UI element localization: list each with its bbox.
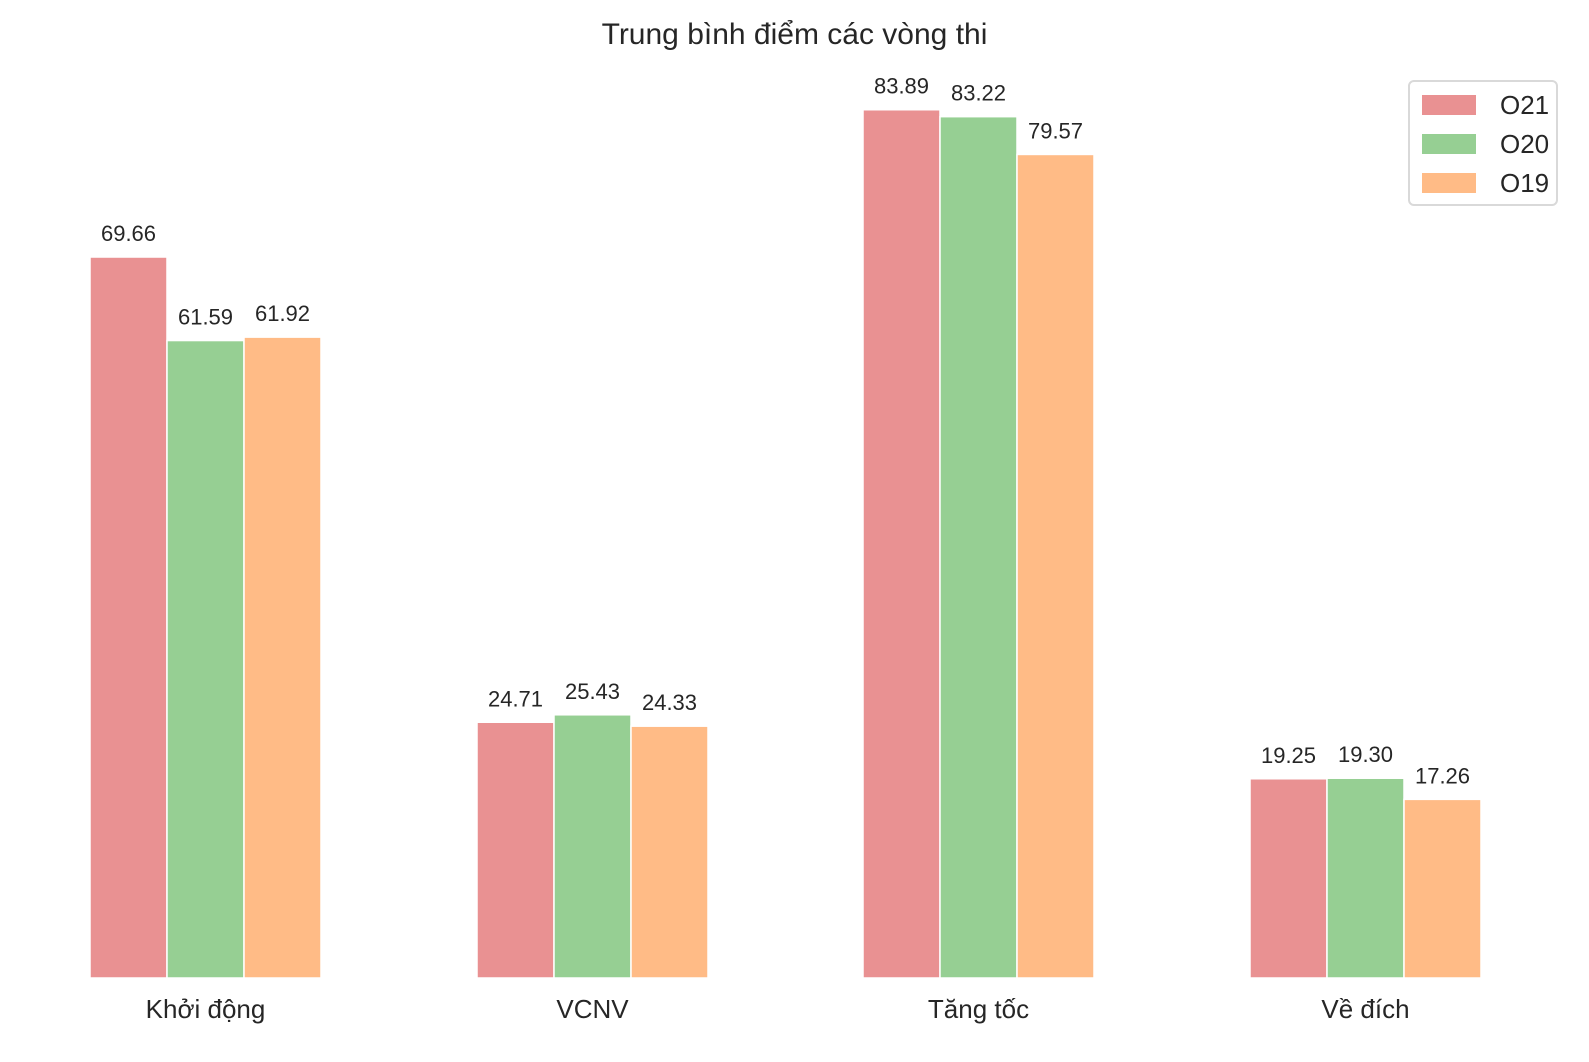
legend-item-o21: O21 — [1422, 90, 1549, 120]
data-label-o20-ve-dich: 19.30 — [1338, 742, 1393, 767]
data-label-o20-tang-toc: 83.22 — [951, 81, 1006, 106]
data-labels-layer: 69.66 61.59 61.92 24.71 25.43 24.33 83.89 83.22… — [101, 74, 1470, 789]
x-tick-label-ve-dich: Về đích — [1321, 994, 1409, 1024]
bar-o21-vcnv — [476, 721, 555, 979]
x-tick-label-khoi-dong: Khởi động — [146, 994, 266, 1024]
bar-o21-tang-toc — [862, 108, 941, 979]
bar-o20-tang-toc — [939, 115, 1018, 979]
bar-o20-vcnv — [553, 714, 632, 979]
legend-label-o21: O21 — [1500, 89, 1550, 120]
data-label-o20-khoi-dong: 61.59 — [178, 305, 233, 330]
data-label-o19-khoi-dong: 61.92 — [255, 301, 310, 326]
data-label-o21-khoi-dong: 69.66 — [101, 221, 156, 246]
data-label-o21-ve-dich: 19.25 — [1261, 743, 1316, 768]
bar-o21-ve-dich — [1249, 778, 1328, 979]
legend-label-o19: O19 — [1500, 167, 1550, 198]
x-tick-label-tang-toc: Tăng tốc — [928, 994, 1029, 1024]
data-label-o20-vcnv: 25.43 — [565, 679, 620, 704]
data-label-o19-vcnv: 24.33 — [642, 690, 697, 715]
bar-o21-khoi-dong — [89, 256, 168, 979]
legend-swatch-o21 — [1422, 95, 1476, 115]
data-label-o19-ve-dich: 17.26 — [1415, 763, 1470, 788]
bar-o19-tang-toc — [1016, 153, 1095, 979]
bar-o19-khoi-dong — [243, 336, 322, 979]
bars-layer — [89, 108, 1482, 979]
legend-swatch-o20 — [1422, 134, 1476, 154]
bar-o20-khoi-dong — [166, 339, 245, 979]
legend: O21 O20 O19 — [1408, 80, 1558, 206]
legend-item-o19: O19 — [1422, 168, 1549, 198]
chart-title: Trung bình điểm các vòng thi — [601, 18, 988, 51]
data-label-o21-vcnv: 24.71 — [488, 686, 543, 711]
data-label-o21-tang-toc: 83.89 — [874, 74, 929, 99]
x-tick-label-vcnv: VCNV — [556, 994, 629, 1024]
legend-swatch-o19 — [1422, 173, 1476, 193]
legend-item-o20: O20 — [1422, 129, 1549, 159]
bar-o19-vcnv — [630, 725, 709, 979]
bar-o20-ve-dich — [1326, 777, 1405, 979]
data-label-o19-tang-toc: 79.57 — [1028, 118, 1083, 143]
x-tick-labels-layer: Khởi động VCNV Tăng tốc Về đích — [146, 994, 1410, 1024]
bar-o19-ve-dich — [1403, 798, 1482, 979]
legend-label-o20: O20 — [1500, 128, 1550, 159]
